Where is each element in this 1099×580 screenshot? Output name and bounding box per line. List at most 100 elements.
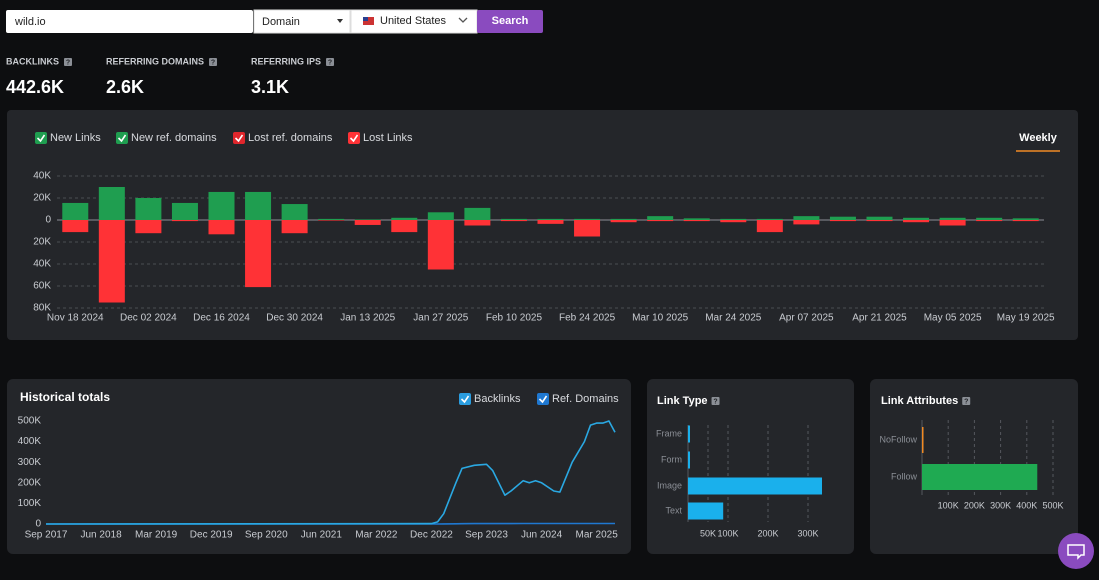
y-tick-label: Follow [891,471,918,481]
query-input[interactable] [6,10,253,33]
x-tick-label: 200K [964,500,985,510]
search-button-text[interactable]: Search [492,15,529,27]
bar [647,220,674,222]
x-tick-label: Dec 02 2024 [120,313,177,324]
x-tick-label: Jun 2018 [80,530,122,541]
bar [464,220,491,226]
x-tick-label: 500K [1042,500,1063,510]
bar [318,218,345,220]
bar [976,220,1003,222]
x-tick-label: May 19 2025 [997,313,1055,324]
bar [391,217,418,220]
line-series [45,420,616,525]
bar [720,220,747,223]
bar [1012,220,1039,222]
bar [574,218,601,220]
bar [354,219,381,220]
bar [135,198,162,220]
bar [866,216,893,220]
legend-label: Backlinks [474,393,521,405]
y-tick-label: 500K [18,416,42,427]
bar [903,220,930,223]
x-tick-label: Mar 2019 [135,530,178,541]
x-tick-label: 300K [990,500,1011,510]
legend-checkbox [459,393,471,405]
legend-checkbox [537,393,549,405]
bar [903,217,930,220]
mode-caret [337,19,343,23]
search-button[interactable] [477,10,543,33]
stat-value: 442.6K [6,77,64,97]
flag-icon [363,17,374,25]
query-text: wild.io [14,16,46,28]
x-tick-label: Dec 2022 [410,530,453,541]
bar [793,220,820,225]
bar [688,425,690,443]
bar [245,191,272,220]
bar [939,220,966,226]
x-tick-label: Apr 21 2025 [852,313,907,324]
bar [720,218,747,220]
bar [427,220,454,270]
help-mark: ? [211,59,215,66]
y-tick-label: 200K [18,477,42,488]
x-tick-label: Mar 24 2025 [705,313,762,324]
help-mark: ? [964,398,968,405]
x-tick-label: Jun 2021 [301,530,343,541]
legend-checkbox [116,132,128,144]
bar [922,464,1038,490]
x-tick-label: Dec 16 2024 [193,313,250,324]
mode-select[interactable] [253,9,351,34]
x-tick-label: 200K [757,528,778,538]
legend-label: New Links [50,132,101,144]
y-tick-label: 80K [33,303,51,314]
x-tick-label: 400K [1016,500,1037,510]
bar [98,187,125,220]
y-tick-label: 0 [45,215,51,226]
x-tick-label: Nov 18 2024 [47,313,104,324]
bar [245,220,272,288]
y-tick-label: 400K [18,436,42,447]
stat-value: 3.1K [251,77,289,97]
bar [208,220,235,235]
bar [688,451,690,469]
bar [866,220,893,222]
y-tick-label: 60K [33,281,51,292]
chat-button[interactable] [1058,533,1094,569]
line-series [46,522,615,525]
bar [537,220,564,224]
bar [171,220,198,222]
x-tick-label: 50K [700,528,716,538]
x-tick-label: Jun 2024 [521,530,563,541]
help-icon [326,58,335,66]
x-tick-label: 100K [717,528,738,538]
help-icon [711,397,720,405]
bar [537,218,564,220]
country-text: United States [380,15,447,27]
stat-value: 2.6K [106,77,144,97]
bar [922,427,924,453]
y-tick-label: 300K [18,457,42,468]
bar [62,202,89,220]
chart-title: Historical totals [20,390,110,404]
mode-text: Domain [262,16,300,28]
y-tick-label: 40K [33,171,51,182]
bar [829,220,856,222]
x-tick-label: Sep 2017 [25,530,68,541]
x-tick-label: Mar 10 2025 [632,313,689,324]
bar [610,218,637,220]
stat-label: BACKLINKS [6,56,59,66]
help-mark: ? [328,59,332,66]
help-icon [962,397,971,405]
x-tick-label: Mar 2022 [355,530,398,541]
bar [756,220,783,233]
y-tick-label: 100K [18,498,42,509]
bar [574,220,601,237]
y-tick-label: Form [661,454,682,464]
bar [939,217,966,220]
bar [500,218,527,220]
chat-icon [1067,544,1085,560]
legend-check [117,134,127,143]
